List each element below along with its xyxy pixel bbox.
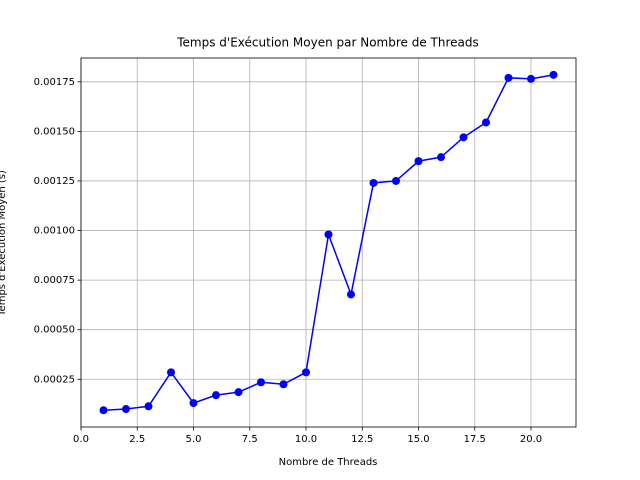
data-point (324, 230, 333, 239)
y-tick-label: 0.00125 (34, 176, 75, 187)
y-tick-label: 0.00050 (34, 325, 75, 336)
data-point (257, 378, 265, 387)
y-tick-label: 0.00175 (34, 77, 75, 88)
chart-title: Temps d'Exécution Moyen par Nombre de Th… (176, 36, 479, 50)
y-tick-label: 0.00100 (34, 226, 75, 237)
data-point (122, 405, 130, 414)
data-point (414, 157, 423, 166)
x-tick-label: 17.5 (464, 434, 486, 445)
x-tick-label: 0.0 (73, 434, 89, 445)
data-point (392, 176, 400, 185)
x-tick-label: 10.0 (295, 434, 317, 445)
x-tick-label: 15.0 (407, 434, 429, 445)
x-tick-label: 7.5 (242, 434, 258, 445)
y-tick-label: 0.00150 (34, 126, 75, 137)
data-point (504, 73, 513, 82)
data-point (279, 380, 288, 389)
data-point (212, 391, 220, 400)
data-point (527, 74, 535, 83)
data-point (99, 406, 108, 415)
x-tick-label: 5.0 (186, 434, 202, 445)
data-point (347, 290, 355, 299)
y-tick-label: 0.00025 (34, 374, 75, 385)
y-axis-label: Temps d'Exécution Moyen (s) (0, 170, 8, 317)
data-point (482, 118, 490, 127)
x-tick-label: 12.5 (351, 434, 373, 445)
x-tick-label: 20.0 (520, 434, 542, 445)
data-point (549, 70, 558, 79)
data-point (144, 402, 153, 411)
y-tick-label: 0.00075 (34, 275, 75, 286)
data-point (189, 399, 198, 408)
plot-frame (80, 57, 577, 428)
data-point (459, 133, 468, 142)
data-point (167, 368, 175, 377)
data-point (302, 368, 310, 377)
data-point (234, 388, 243, 397)
data-point (437, 153, 445, 162)
data-point (369, 178, 378, 187)
x-tick-label: 2.5 (129, 434, 145, 445)
x-axis-label: Nombre de Threads (279, 457, 378, 468)
